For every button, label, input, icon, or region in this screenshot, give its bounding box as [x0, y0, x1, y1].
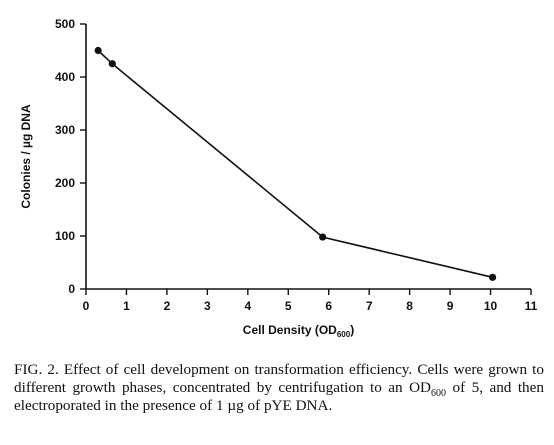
caption-text-2: of 5, and then electroporated in the pre…: [14, 379, 544, 414]
y-tick-label: 100: [55, 229, 75, 243]
data-points: [94, 46, 497, 281]
x-tick-label: 9: [447, 299, 454, 313]
data-point: [488, 273, 497, 281]
axes: [85, 24, 531, 290]
chart-area: 0 1 2 3 4 5 6 7 8 9 10 11 0 100 200 300 400 500 Cell Den…: [19, 17, 538, 339]
x-tick-label: 8: [406, 299, 413, 313]
y-tick-label: 200: [55, 176, 75, 190]
x-tick-label: 10: [484, 299, 498, 313]
caption-subscript: 600: [431, 388, 447, 400]
x-ticks: 0 1 2 3 4 5 6 7 8 9 10 11: [83, 289, 538, 313]
x-axis-title: Cell Density (OD600): [243, 323, 354, 339]
y-ticks: 0 100 200 300 400 500: [55, 17, 86, 296]
x-tick-label: 2: [164, 299, 171, 313]
caption-text-1: FIG. 2. Effect of cell development on tr…: [14, 361, 544, 396]
y-tick-label: 300: [55, 123, 75, 137]
figure-caption: FIG. 2. Effect of cell development on tr…: [14, 361, 544, 415]
y-tick-label: 400: [55, 70, 75, 84]
x-tick-label: 1: [123, 299, 130, 313]
data-point: [108, 60, 116, 68]
data-point: [94, 46, 102, 55]
x-tick-label: 0: [83, 299, 90, 313]
line-chart: 0 1 2 3 4 5 6 7 8 9 10 11 0 100 200 300 400 500 Cell Den…: [19, 17, 538, 339]
x-tick-label: 5: [285, 299, 292, 313]
x-tick-label: 11: [525, 299, 538, 313]
data-point: [319, 233, 327, 241]
series-line: [97, 49, 493, 279]
x-tick-label: 7: [366, 299, 373, 313]
x-tick-label: 6: [325, 299, 332, 313]
y-tick-label: 500: [55, 17, 75, 31]
x-tick-label: 4: [244, 299, 251, 313]
y-axis-title: Colonies / µg DNA: [19, 104, 33, 209]
y-tick-label: 0: [68, 282, 75, 296]
x-tick-label: 3: [204, 299, 211, 313]
